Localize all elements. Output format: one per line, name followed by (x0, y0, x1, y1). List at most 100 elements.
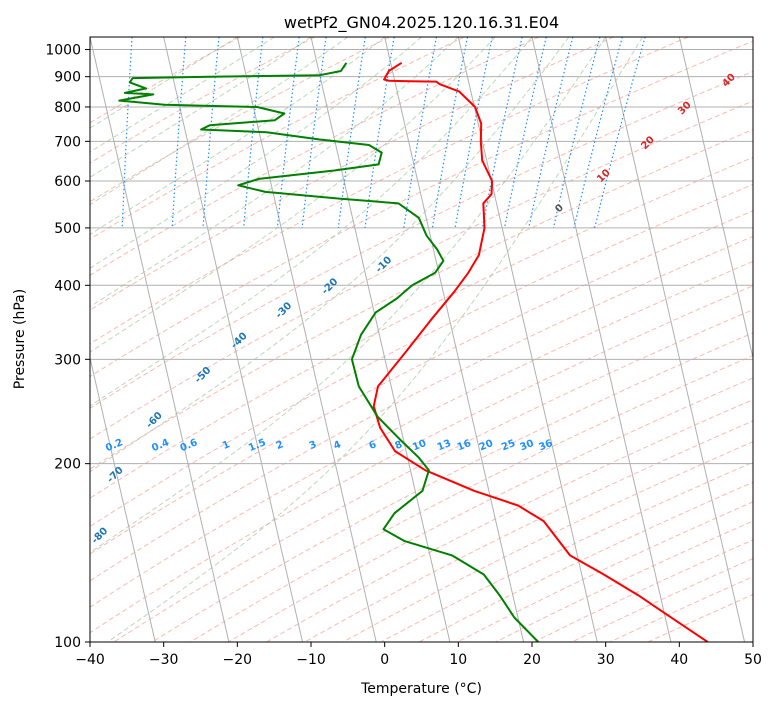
chart-title: wetPf2_GN04.2025.120.16.31.E04 (284, 13, 559, 33)
mixing-ratio-label: 1.5 (247, 437, 268, 454)
x-tick-label: 0 (380, 652, 389, 668)
mixing-ratio-label: 10 (411, 438, 428, 453)
y-tick-label: 900 (54, 70, 81, 86)
dry-adiabat-line (76, 37, 775, 642)
mixing-ratio-label: 2 (275, 439, 286, 452)
mixing-ratio-line (172, 37, 186, 228)
isotherm-line (753, 37, 775, 642)
isotherm-line (606, 37, 745, 642)
mixing-ratio-line (574, 37, 622, 228)
moist-adiabat-label: -70 (105, 465, 126, 486)
x-tick-label: −40 (75, 652, 105, 668)
dry-adiabat-line (610, 37, 775, 642)
dry-adiabat-line (0, 37, 315, 642)
mixing-ratio-line (595, 37, 646, 228)
mixing-ratio-label: 25 (500, 438, 517, 453)
x-axis-label: Temperature (°C) (360, 681, 482, 697)
dry-adiabat-line (419, 37, 775, 642)
dry-adiabat-line (648, 37, 775, 642)
moist-adiabat-label: -100 (5, 615, 31, 641)
moist-adiabat-line (0, 37, 532, 642)
y-tick-label: 1000 (45, 43, 81, 59)
moist-adiabat-label: -50 (193, 365, 214, 386)
dry-adiabat-line (190, 37, 775, 642)
y-axis-label: Pressure (hPa) (12, 289, 28, 389)
x-tick-label: 30 (597, 652, 615, 668)
dry-adiabat-line (267, 37, 775, 642)
x-tick-label: 40 (670, 652, 688, 668)
y-tick-label: 500 (54, 221, 81, 237)
mixing-ratio-label: 3 (308, 439, 319, 452)
isotherm-line (0, 37, 8, 642)
dry-adiabat-line (38, 37, 775, 642)
mixing-ratio-line (75, 37, 81, 228)
mixing-ratio-line (365, 37, 394, 228)
mixing-ratio-label: 13 (436, 438, 453, 453)
x-tick-label: 50 (744, 652, 762, 668)
dry-adiabat-line (0, 37, 775, 642)
moist-adiabat-label: -60 (144, 410, 165, 431)
x-tick-label: −20 (223, 652, 253, 668)
dry-adiabat-line (0, 37, 775, 642)
isotherm-line (311, 37, 450, 642)
y-tick-label: 100 (54, 635, 81, 651)
isotherm-line (679, 37, 775, 642)
dry-adiabat-line (0, 37, 688, 642)
dry-adiabat-label: 20 (639, 134, 657, 152)
plot-frame (90, 37, 753, 642)
dry-adiabat-line (305, 37, 775, 642)
mixing-ratio-label: 20 (478, 438, 495, 453)
moist-adiabat-line (0, 37, 311, 642)
y-tick-label: 200 (54, 457, 81, 473)
x-tick-label: 10 (449, 652, 467, 668)
mixing-ratio-label: 0.6 (179, 437, 200, 454)
mixing-ratio-label: 6 (367, 439, 378, 452)
mixing-ratio-line (302, 37, 326, 228)
mixing-ratio-label: 36 (537, 438, 554, 453)
dry-adiabat-label: 10 (595, 167, 613, 185)
isotherm-line (16, 37, 155, 642)
x-tick-label: −10 (296, 652, 326, 668)
dry-adiabat-label: 0 (553, 202, 566, 215)
dry-adiabat-line (0, 37, 775, 642)
moist-adiabat-label: -30 (274, 300, 295, 321)
moist-adiabat-line (108, 37, 643, 642)
dry-adiabat-line (0, 37, 775, 642)
dry-adiabat-line (0, 37, 775, 642)
moist-adiabat-line (0, 37, 237, 642)
moist-adiabat-line (0, 37, 348, 642)
dry-adiabat-label: 30 (676, 100, 694, 118)
dry-adiabat-line (572, 37, 775, 642)
sounding-profiles (119, 63, 707, 642)
dry-adiabat-line (496, 37, 775, 642)
dry-adiabat-line (0, 37, 775, 642)
moist-adiabat-line (0, 37, 385, 642)
mixing-ratio-label: 0.1 (61, 437, 82, 454)
dry-adiabat-line (0, 37, 763, 642)
y-tick-label: 400 (54, 278, 81, 294)
mixing-ratio-label: 4 (332, 439, 343, 452)
y-tick-label: 800 (54, 100, 81, 116)
moist-adiabat-label: -10 (374, 255, 395, 276)
x-tick-label: −30 (149, 652, 179, 668)
isotherms (0, 37, 775, 642)
isotherm-line (237, 37, 376, 642)
y-tick-label: 600 (54, 174, 81, 190)
mixing-ratio-label: 0.4 (150, 437, 171, 454)
mixing-ratio-line (432, 37, 467, 228)
dry-adiabats (0, 37, 775, 642)
dry-adiabat-line (228, 37, 775, 642)
y-tick-label: 700 (54, 134, 81, 150)
dry-adiabat-label: 40 (720, 72, 738, 90)
dry-adiabat-line (0, 37, 775, 642)
moist-adiabat-label: -90 (71, 573, 92, 594)
mixing-ratio-line (482, 37, 522, 228)
mixing-ratio-label: 30 (519, 438, 536, 453)
mixing-ratio-label: 0.2 (104, 437, 125, 454)
dry-adiabat-line (457, 37, 775, 642)
